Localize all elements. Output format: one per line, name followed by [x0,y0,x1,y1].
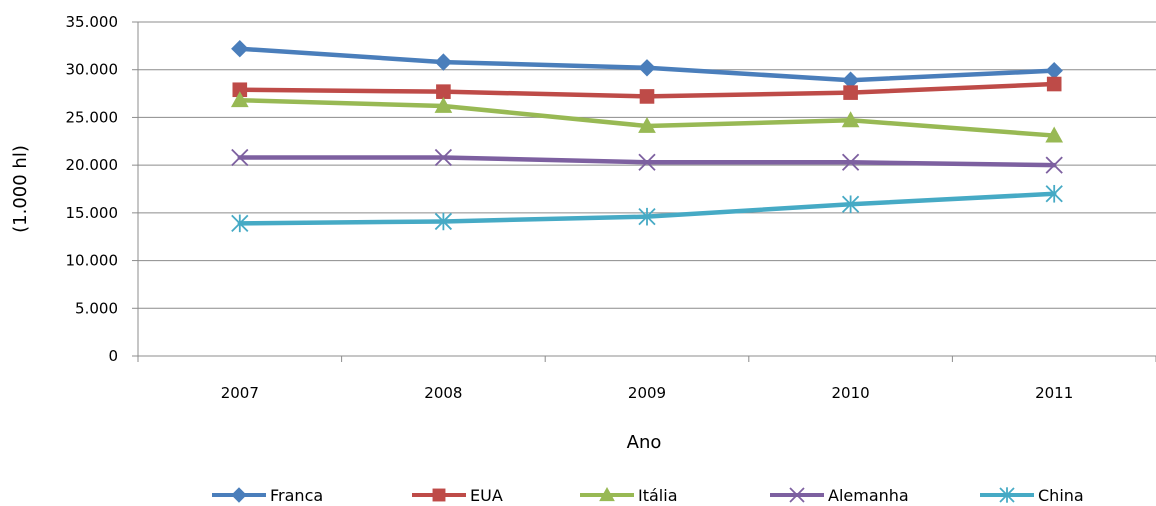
y-tick-label: 35.000 [66,13,119,31]
legend-label: Alemanha [828,486,909,505]
legend-item-alemanha: Alemanha [770,486,909,505]
legend-label: China [1038,486,1084,505]
data-point [841,195,860,214]
series [230,40,1064,233]
data-point [434,96,453,113]
legend-label: Franca [270,486,323,505]
y-tick-label: 20.000 [66,156,119,174]
legend-item-itália: Itália [580,486,678,505]
data-point [231,148,249,167]
data-point [638,116,656,133]
data-point [638,153,656,171]
data-point [436,84,451,99]
data-point [231,487,247,503]
y-axis-title: (1.000 hl) [10,145,31,233]
series-alemanha [231,148,1063,174]
data-point [841,111,860,128]
data-point [434,148,453,167]
y-tick-label: 25.000 [66,108,119,126]
data-point [841,153,860,171]
legend-label: EUA [470,486,503,505]
data-point [999,487,1015,503]
x-tick-label: 2010 [832,384,870,402]
series-franca [231,40,1063,89]
data-point [638,59,656,77]
series-eua [232,76,1062,104]
legend: Franca EUA Itália Alemanha China [212,486,1084,505]
data-point [639,89,655,104]
y-tick-label: 10.000 [66,252,119,270]
data-point [638,207,656,226]
data-point [1045,184,1063,203]
data-point [432,488,446,502]
legend-label: Itália [638,486,678,505]
data-point [231,40,249,58]
series-itália [230,91,1064,143]
data-point [599,486,615,502]
data-point [1045,126,1064,143]
data-point [434,212,453,231]
y-tick-label: 5.000 [75,299,118,317]
y-tick-label: 0 [108,347,118,365]
legend-item-china: China [980,486,1084,505]
data-point [1045,156,1063,174]
y-tick-label: 15.000 [66,204,119,222]
data-point [1045,61,1063,80]
series-china [231,184,1063,233]
data-point [843,85,858,100]
x-tick-labels: 2007 2008 2009 2010 2011 [221,384,1074,402]
legend-item-franca: Franca [212,486,323,505]
legend-item-eua: EUA [412,486,503,505]
data-point [434,53,453,71]
data-point [231,214,249,233]
data-point [230,91,249,108]
data-point [789,487,805,503]
x-tick-label: 2007 [221,384,259,402]
data-point [1046,76,1062,92]
x-tick-label: 2008 [424,384,462,402]
axes [132,21,1156,362]
x-axis-title: Ano [627,432,662,453]
x-tick-label: 2011 [1035,384,1073,402]
x-tick-label: 2009 [628,384,666,402]
y-tick-label: 30.000 [66,61,119,79]
y-tick-labels: 0 5.000 10.000 15.000 20.000 25.000 30.000 35.0… [66,13,119,365]
